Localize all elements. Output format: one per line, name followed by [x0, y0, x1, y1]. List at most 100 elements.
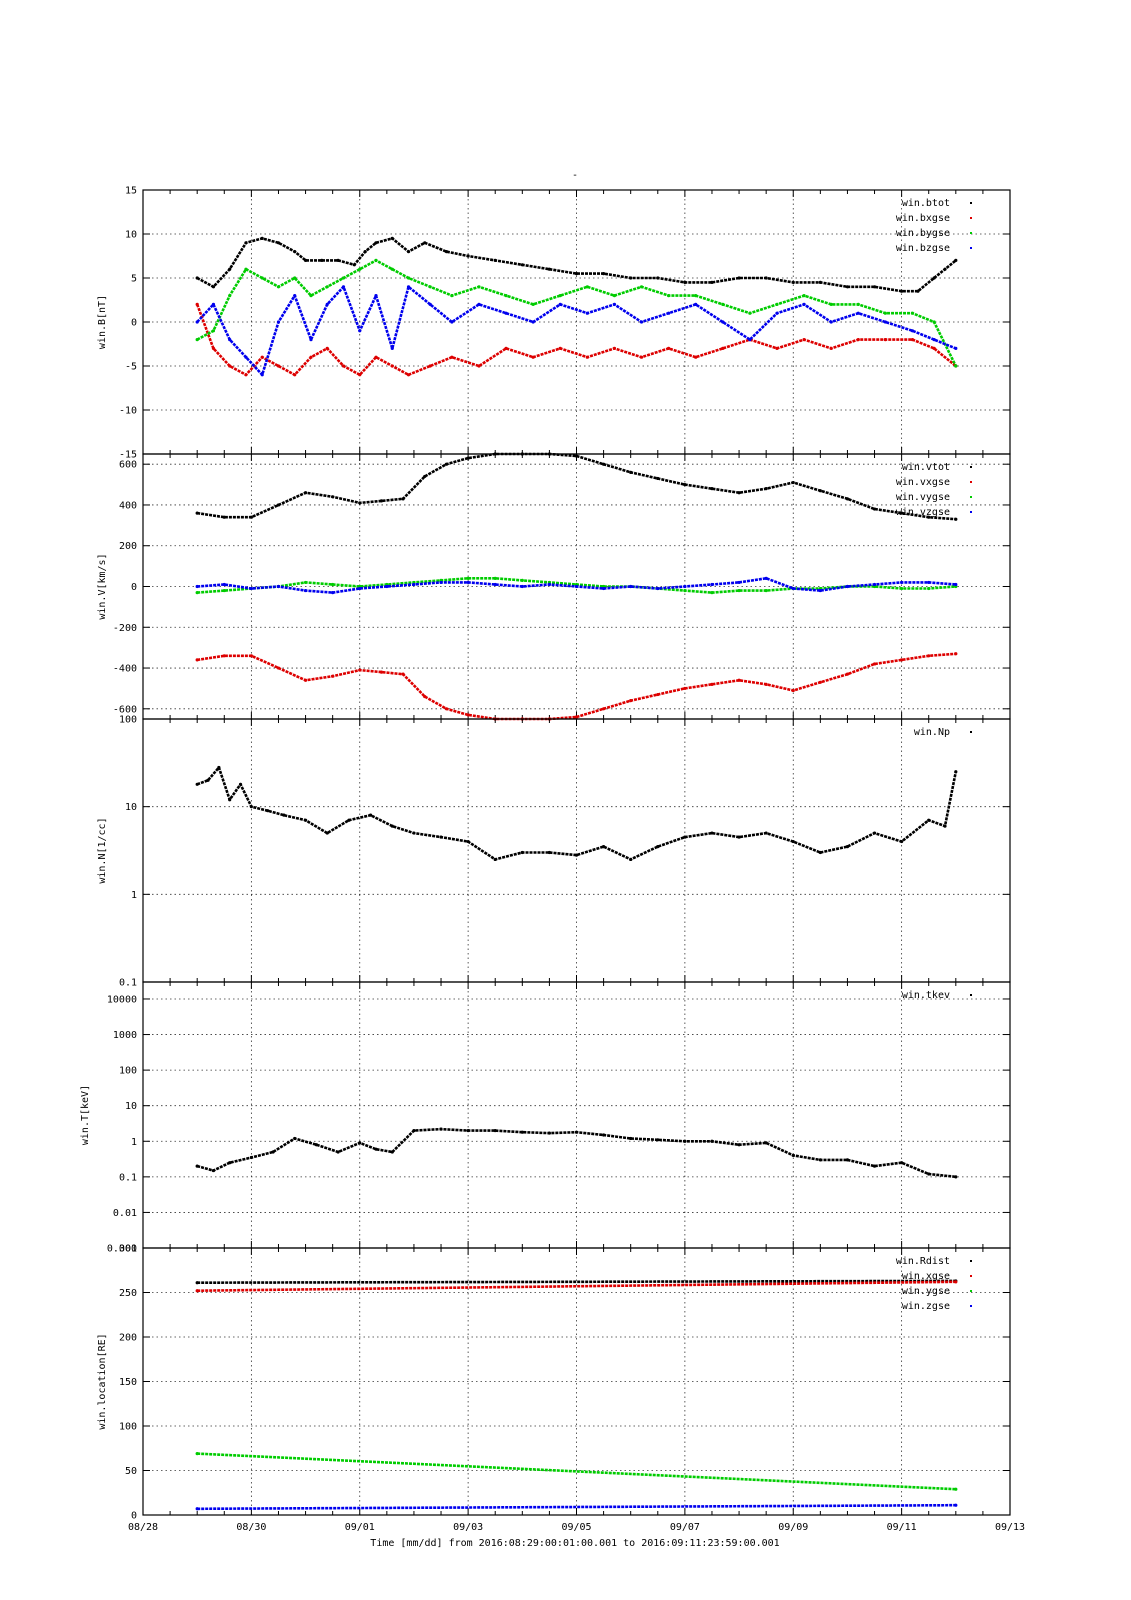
data-point: [775, 346, 779, 350]
data-point: [195, 591, 199, 595]
data-point: [477, 285, 481, 289]
data-point: [791, 1153, 795, 1158]
data-point: [406, 285, 411, 289]
data-point: [303, 818, 308, 822]
legend-entry: win.xgse: [902, 1271, 950, 1282]
data-point: [222, 654, 226, 658]
data-point: [612, 294, 617, 298]
y-tick-label: 15: [125, 186, 137, 197]
data-point: [775, 311, 779, 315]
data-point: [845, 584, 850, 589]
data-point: [710, 487, 714, 491]
data-point: [531, 320, 535, 324]
data-point: [228, 1161, 232, 1165]
data-point: [694, 302, 698, 306]
data-point: [390, 236, 394, 240]
data-point: [282, 813, 286, 817]
data-point: [228, 364, 232, 368]
data-point: [195, 1281, 199, 1285]
data-point: [412, 831, 416, 835]
data-point: [379, 670, 384, 674]
legend-swatch: [970, 232, 972, 234]
data-point: [829, 320, 833, 324]
data-point: [818, 850, 822, 855]
legend-swatch: [970, 731, 972, 733]
data-point: [547, 1131, 552, 1135]
data-point: [954, 364, 958, 368]
data-point: [222, 588, 226, 593]
data-point: [260, 236, 264, 240]
data-point: [406, 250, 411, 254]
data-point: [721, 320, 725, 324]
data-point: [466, 1128, 470, 1133]
y-axis-label: win.B[nT]: [97, 295, 108, 349]
data-point: [612, 302, 617, 306]
data-point: [493, 857, 497, 862]
data-point: [293, 1136, 297, 1141]
data-point: [374, 258, 378, 262]
data-point: [748, 338, 752, 342]
data-point: [331, 495, 335, 499]
series-win.tkev: [196, 1127, 956, 1179]
y-axis-label: win.N[1/cc]: [97, 817, 108, 883]
data-point: [872, 285, 877, 289]
data-point: [260, 373, 264, 377]
data-point: [211, 302, 216, 306]
legend-swatch: [970, 1260, 972, 1262]
data-point: [954, 517, 958, 521]
series-win.xgse: [197, 1280, 956, 1292]
legend-entry: win.vxgse: [896, 477, 950, 488]
data-point: [520, 584, 524, 589]
series-win.btot: [196, 237, 957, 293]
data-point: [845, 845, 850, 849]
data-point: [791, 586, 795, 591]
data-point: [206, 778, 210, 782]
data-point: [764, 831, 768, 835]
x-tick-label: 09/09: [778, 1522, 808, 1533]
data-point: [358, 501, 362, 505]
data-point: [293, 276, 297, 280]
data-point: [493, 258, 497, 262]
data-point: [358, 586, 362, 591]
data-point: [639, 285, 644, 289]
data-point: [266, 809, 270, 813]
data-point: [195, 511, 199, 515]
data-point: [374, 1147, 378, 1151]
data-point: [683, 280, 687, 284]
data-point: [325, 285, 329, 289]
data-point: [531, 302, 535, 306]
data-point: [601, 845, 606, 849]
data-point: [271, 1150, 275, 1154]
y-axis-label: win.location[RE]: [97, 1333, 108, 1429]
data-point: [303, 678, 308, 682]
data-point: [900, 586, 904, 591]
legend-entry: win.vygse: [896, 492, 950, 503]
data-point: [585, 311, 589, 315]
panels: 151050-5-10-15win.B[nT]win.btotwin.bxgse…: [80, 186, 1025, 1534]
data-point: [195, 338, 199, 342]
data-point: [710, 1139, 714, 1143]
data-point: [775, 302, 779, 306]
data-point: [710, 831, 714, 835]
data-point: [390, 346, 394, 350]
legend-entry: win.bzgse: [896, 243, 950, 254]
series-win.zgse: [197, 1503, 956, 1511]
data-point: [466, 713, 470, 717]
legend-entry: win.ygse: [902, 1286, 950, 1297]
data-point: [656, 476, 660, 481]
data-point: [309, 355, 313, 359]
data-point: [195, 1507, 199, 1511]
y-axis-label: win.T[keV]: [80, 1085, 91, 1145]
data-point: [683, 584, 687, 589]
data-point: [737, 1143, 741, 1147]
data-point: [656, 845, 660, 849]
data-point: [244, 241, 248, 245]
data-point: [195, 320, 199, 324]
data-point: [412, 1128, 416, 1133]
y-tick-label: -600: [113, 704, 137, 715]
data-point: [629, 276, 633, 280]
data-point: [932, 320, 936, 324]
data-point: [900, 511, 904, 515]
y-tick-label: 0: [131, 318, 137, 329]
